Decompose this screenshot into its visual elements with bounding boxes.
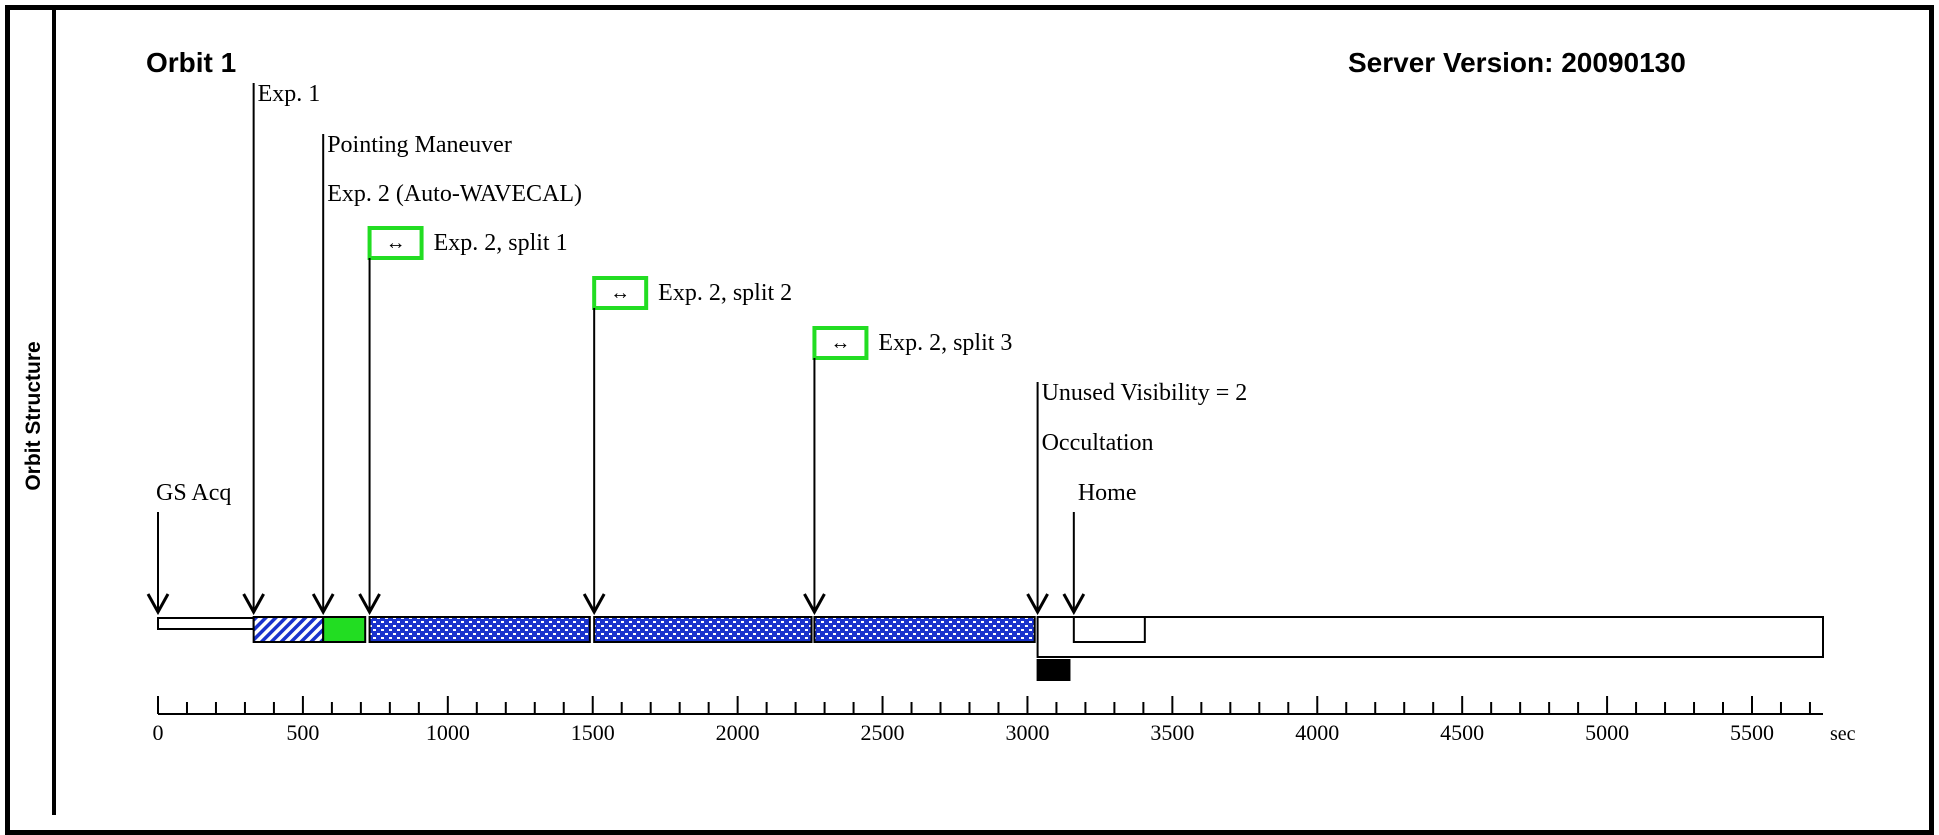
tick-label: 5000 bbox=[1585, 720, 1629, 745]
event-label: GS Acq bbox=[156, 480, 231, 506]
event-label: Occultation bbox=[1042, 430, 1154, 456]
event-arrow bbox=[311, 593, 335, 616]
double-arrow-icon bbox=[592, 276, 649, 310]
event-label: Exp. 2, split 2 bbox=[658, 280, 792, 306]
server-version: Server Version: 20090130 bbox=[1348, 47, 1686, 78]
orbit-diagram: Orbit 1 Server Version: 20090130 GS Acq E… bbox=[146, 47, 1856, 745]
segment-occultation bbox=[1036, 659, 1071, 681]
tick-label: 3500 bbox=[1150, 720, 1194, 745]
timeline-segments bbox=[157, 616, 1825, 681]
event-arrow bbox=[242, 593, 265, 616]
event-arrow bbox=[358, 593, 381, 616]
event-label: Pointing Maneuver bbox=[327, 132, 512, 158]
tick-label: 4000 bbox=[1295, 720, 1339, 745]
segment-visibility bbox=[1036, 616, 1825, 658]
tick-label: 500 bbox=[286, 720, 319, 745]
segment-split2 bbox=[593, 616, 813, 643]
double-arrow-icon bbox=[367, 226, 424, 260]
orbit-structure-panel bbox=[5, 5, 1934, 835]
event-arrow bbox=[803, 593, 826, 616]
tick-label: 1500 bbox=[571, 720, 615, 745]
event-arrow bbox=[582, 593, 606, 616]
double-arrow-glyph: ↔ bbox=[386, 232, 406, 254]
segment-gs-acq bbox=[157, 617, 255, 630]
side-divider bbox=[52, 5, 56, 815]
segment-home bbox=[1072, 616, 1146, 643]
event-label: Unused Visibility = 2 bbox=[1042, 380, 1248, 406]
event-label: Home bbox=[1078, 480, 1137, 506]
segment-split3 bbox=[813, 616, 1036, 643]
axis-unit: sec bbox=[1830, 723, 1856, 745]
tick-label: 3000 bbox=[1005, 720, 1049, 745]
segment-wavecal bbox=[322, 616, 367, 643]
event-arrow bbox=[1062, 593, 1086, 616]
time-axis: 0 500 1000 1500 2000 2500 3000 3500 4000 4500 5000… bbox=[153, 696, 1856, 745]
tick-label: 2000 bbox=[716, 720, 760, 745]
event-arrow bbox=[1026, 593, 1049, 616]
double-arrow-glyph: ↔ bbox=[610, 282, 630, 304]
double-arrow-glyph: ↔ bbox=[830, 332, 850, 354]
tick-label: 0 bbox=[153, 720, 164, 745]
event-label: Exp. 2, split 1 bbox=[434, 230, 568, 256]
segment-split1 bbox=[368, 616, 591, 643]
event-label: Exp. 1 bbox=[258, 81, 321, 107]
tick-label: 4500 bbox=[1440, 720, 1484, 745]
orbit-title: Orbit 1 bbox=[146, 47, 236, 78]
event-arrow bbox=[146, 593, 170, 616]
tick-label: 2500 bbox=[861, 720, 905, 745]
tick-label: 1000 bbox=[426, 720, 470, 745]
event-label: Exp. 2, split 3 bbox=[878, 330, 1012, 356]
double-arrow-icon bbox=[812, 326, 869, 360]
segment-exp1 bbox=[252, 616, 325, 643]
event-label: Exp. 2 (Auto-WAVECAL) bbox=[327, 181, 582, 207]
tick-label: 5500 bbox=[1730, 720, 1774, 745]
